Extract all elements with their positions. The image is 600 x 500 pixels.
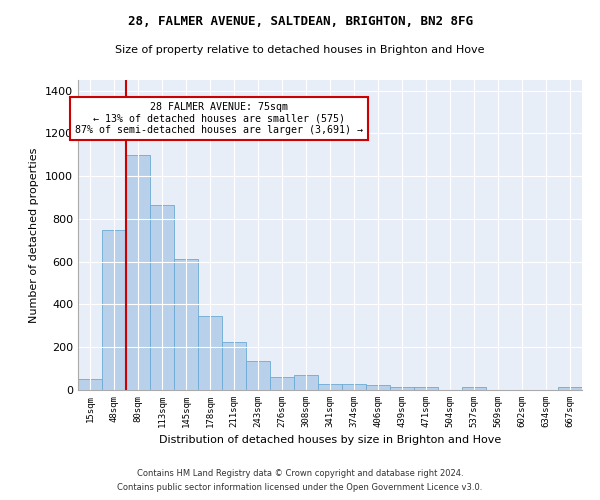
Text: Size of property relative to detached houses in Brighton and Hove: Size of property relative to detached ho…	[115, 45, 485, 55]
Bar	[414, 387, 438, 390]
Bar	[462, 388, 486, 390]
Text: 28 FALMER AVENUE: 75sqm
← 13% of detached houses are smaller (575)
87% of semi-d: 28 FALMER AVENUE: 75sqm ← 13% of detache…	[75, 102, 363, 135]
Bar	[246, 361, 270, 390]
X-axis label: Distribution of detached houses by size in Brighton and Hove: Distribution of detached houses by size …	[159, 436, 501, 446]
Bar	[390, 387, 414, 390]
Bar	[126, 155, 150, 390]
Y-axis label: Number of detached properties: Number of detached properties	[29, 148, 40, 322]
Text: 28, FALMER AVENUE, SALTDEAN, BRIGHTON, BN2 8FG: 28, FALMER AVENUE, SALTDEAN, BRIGHTON, B…	[128, 15, 473, 28]
Bar	[198, 316, 222, 390]
Bar	[222, 342, 246, 390]
Bar	[366, 386, 390, 390]
Bar	[294, 375, 318, 390]
Bar	[342, 384, 366, 390]
Bar	[150, 205, 174, 390]
Bar	[78, 380, 102, 390]
Bar	[174, 258, 198, 390]
Bar	[270, 377, 294, 390]
Bar	[318, 384, 342, 390]
Bar	[558, 388, 582, 390]
Text: Contains HM Land Registry data © Crown copyright and database right 2024.: Contains HM Land Registry data © Crown c…	[137, 468, 463, 477]
Bar	[102, 230, 126, 390]
Text: Contains public sector information licensed under the Open Government Licence v3: Contains public sector information licen…	[118, 484, 482, 492]
